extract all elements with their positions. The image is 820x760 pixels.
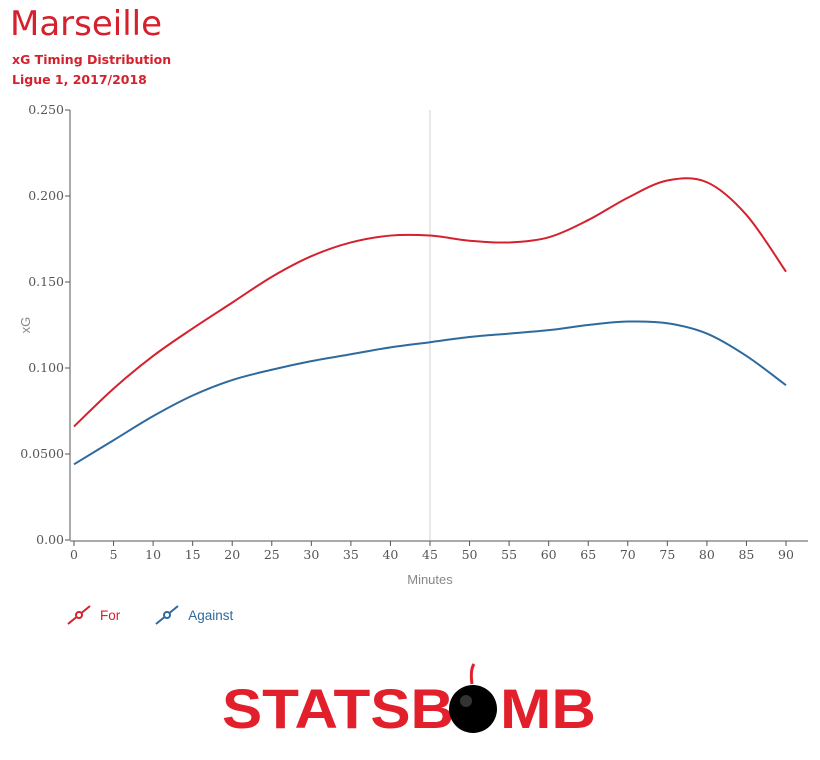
x-tick-label: 10 (145, 547, 161, 562)
bomb-icon (449, 663, 497, 733)
y-tick-label: 0.200 (28, 188, 64, 203)
x-tick-label: 0 (70, 547, 78, 562)
x-axis: 0 5 10 15 20 25 30 35 40 45 50 55 60 65 70 75 80 85 90 (70, 540, 808, 562)
series-line-against (73, 320, 787, 466)
y-tick-label: 0.250 (28, 102, 64, 117)
legend-label-for: For (100, 607, 121, 623)
series-line-for (73, 177, 787, 428)
x-tick-label: 75 (659, 547, 675, 562)
logo-text-left: STATSB (222, 677, 454, 740)
chart-subtitle: xG Timing Distribution (12, 52, 172, 67)
x-tick-label: 80 (699, 547, 715, 562)
xg-timing-chart: 0.00 0.0500 0.100 0.150 0.200 0.250 0 5 10 15 20 2… (18, 102, 808, 587)
logo-text-right: MB (500, 677, 596, 740)
legend-item-against[interactable]: Against (154, 604, 233, 626)
legend-item-for[interactable]: For (66, 604, 120, 626)
x-tick-label: 40 (382, 547, 398, 562)
y-tick-label: 0.100 (28, 360, 64, 375)
blue-line-marker-icon (155, 605, 179, 625)
x-tick-label: 35 (343, 547, 359, 562)
y-tick-label: 0.0500 (20, 446, 64, 461)
x-axis-title: Minutes (407, 572, 453, 587)
legend-label-against: Against (188, 607, 234, 623)
chart-legend: For Against (66, 604, 233, 626)
x-tick-label: 5 (110, 547, 118, 562)
x-tick-label: 85 (738, 547, 754, 562)
x-tick-label: 30 (303, 547, 319, 562)
season-label: Ligue 1, 2017/2018 (12, 72, 147, 87)
x-tick-label: 55 (501, 547, 517, 562)
y-tick-label: 0.150 (28, 274, 64, 289)
x-tick-label: 20 (224, 547, 240, 562)
team-title: Marseille (10, 4, 163, 44)
x-tick-label: 70 (620, 547, 636, 562)
x-tick-label: 50 (462, 547, 478, 562)
statsbomb-logo: STATSB MB (222, 663, 596, 740)
x-tick-label: 45 (422, 547, 438, 562)
y-axis-title: xG (18, 317, 33, 334)
y-tick-label: 0.00 (36, 532, 64, 547)
y-axis: 0.00 0.0500 0.100 0.150 0.200 0.250 (20, 102, 71, 547)
x-tick-label: 90 (778, 547, 794, 562)
x-tick-label: 25 (264, 547, 280, 562)
x-tick-label: 15 (185, 547, 201, 562)
red-line-marker-icon (67, 605, 91, 625)
x-tick-label: 60 (541, 547, 557, 562)
x-tick-label: 65 (580, 547, 596, 562)
series-layer (73, 177, 787, 466)
